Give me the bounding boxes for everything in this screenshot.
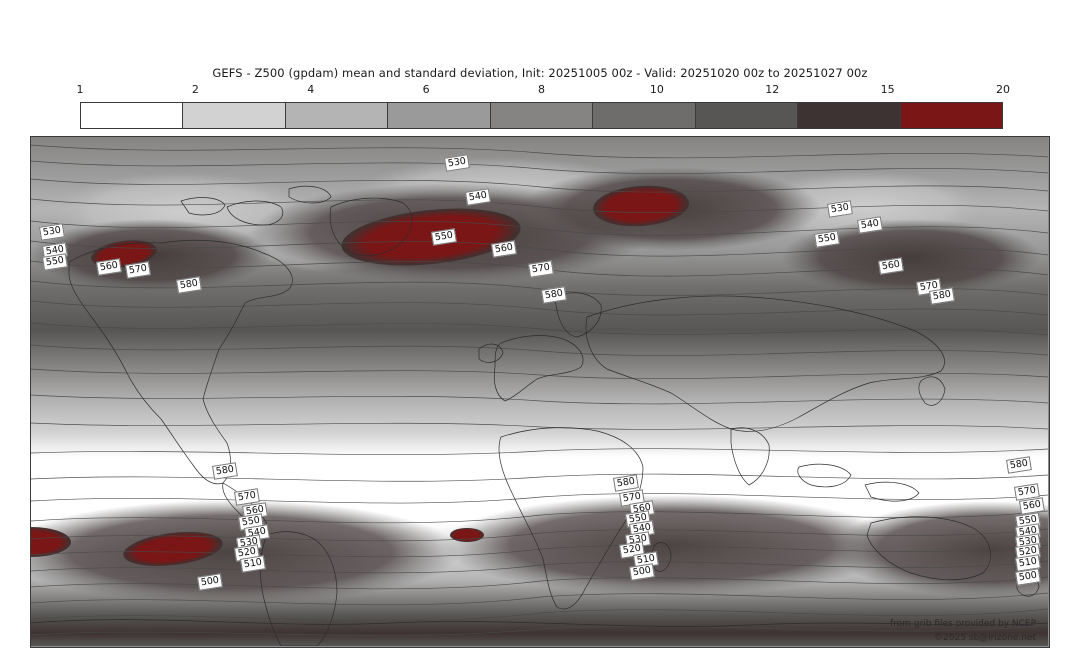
copyright-credit: ©2025 sb@irizone.net <box>934 633 1036 643</box>
colorbar-band-8 <box>900 103 1002 128</box>
colorbar-tick-4: 4 <box>307 83 315 96</box>
colorbar-tick-2: 2 <box>191 83 199 96</box>
colorbar-band-4 <box>490 103 594 128</box>
colorbar-tick-20: 20 <box>996 83 1010 96</box>
map-canvas <box>31 137 1048 646</box>
colorbar-bands <box>80 102 1003 129</box>
colorbar-band-5 <box>593 103 696 128</box>
colorbar: 1 2 4 6 8 10 12 15 20 <box>77 83 1010 129</box>
colorbar-tick-12: 12 <box>765 83 780 96</box>
colorbar-band-2 <box>285 103 389 128</box>
colorbar-tick-1: 1 <box>76 83 84 96</box>
data-source-credit: from grib files provided by NCEP <box>890 619 1036 629</box>
colorbar-tick-8: 8 <box>538 83 545 96</box>
colorbar-band-6 <box>695 103 799 128</box>
contour-lines <box>31 144 1048 636</box>
map-panel: 530 540 550 560 570 580 530 540 550 560 570 580 530 5… <box>30 136 1050 648</box>
colorbar-tick-6: 6 <box>422 83 430 96</box>
colorbar-band-7 <box>798 103 901 128</box>
chart-title: GEFS - Z500 (gpdam) mean and standard de… <box>212 66 868 80</box>
colorbar-tick-15: 15 <box>880 83 895 96</box>
colorbar-band-0 <box>81 103 184 128</box>
colorbar-tick-10: 10 <box>649 83 664 96</box>
colorbar-band-3 <box>388 103 491 128</box>
colorbar-band-1 <box>183 103 286 128</box>
